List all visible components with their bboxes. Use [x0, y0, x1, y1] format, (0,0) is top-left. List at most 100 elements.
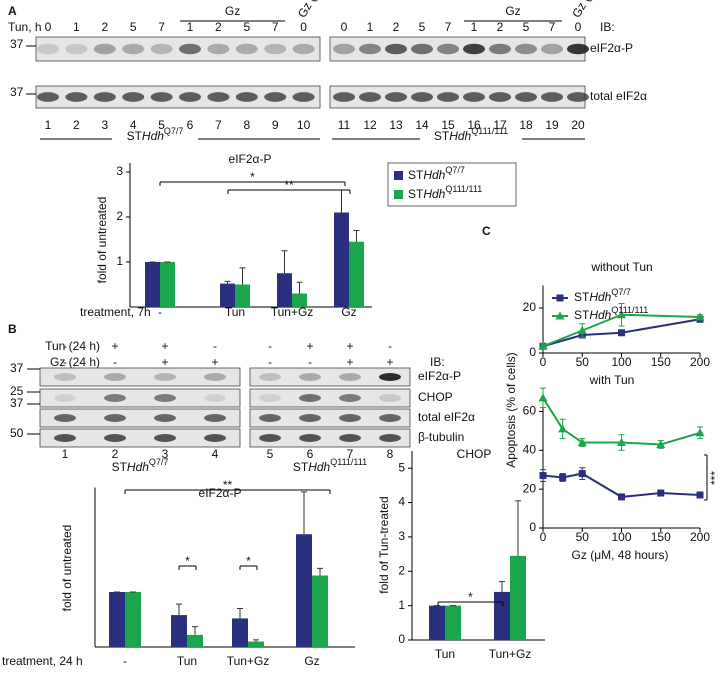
- panel-label: A: [8, 4, 17, 18]
- blot-band: [104, 373, 126, 381]
- chart-title: without Tun: [590, 260, 652, 274]
- bar: [232, 618, 248, 647]
- blot-strip: [39, 428, 241, 448]
- lane-number: 14: [415, 118, 429, 132]
- blot-band: [385, 43, 407, 55]
- group-label: Gz: [225, 4, 240, 18]
- blot-strip: [249, 388, 411, 408]
- significance: *: [246, 554, 251, 568]
- x-tick-label: 150: [651, 530, 671, 544]
- lane-sign: -: [388, 339, 392, 353]
- error-bar: [237, 608, 243, 619]
- blot-band: [37, 43, 59, 55]
- text-part: Hdh: [449, 129, 471, 143]
- x-tick-label: -: [158, 305, 162, 319]
- x-tick-label: 0: [540, 355, 547, 369]
- lane-header: 2: [101, 20, 108, 34]
- marker: [695, 312, 705, 321]
- blot-band: [104, 434, 126, 442]
- panel-label: C: [482, 224, 491, 238]
- y-tick-label: 40: [523, 442, 537, 456]
- y-tick-label: 3: [116, 164, 123, 178]
- text-part: ST: [293, 460, 309, 474]
- lane-sign: +: [161, 339, 168, 353]
- error-bar: [338, 189, 345, 213]
- blot-band: [235, 92, 258, 102]
- error-bar: [515, 500, 521, 556]
- error-bar: [353, 230, 360, 242]
- blot-band: [235, 43, 258, 55]
- blot-band: [179, 43, 201, 55]
- lane-sign: +: [346, 339, 353, 353]
- lane-number: 1: [62, 447, 69, 461]
- lane-header: 7: [272, 20, 279, 34]
- error-bar: [224, 280, 231, 284]
- y-tick-label: 20: [523, 481, 537, 495]
- y-tick-label: 1: [398, 598, 405, 612]
- blot-band: [463, 43, 485, 55]
- text-part: Hdh: [142, 129, 164, 143]
- bar: [248, 641, 264, 647]
- marker: [559, 473, 567, 481]
- x-axis-label: treatment, 24 h: [2, 654, 83, 668]
- x-tick-label: 50: [576, 355, 590, 369]
- significance: **: [284, 178, 294, 192]
- bar: [296, 534, 312, 647]
- lane-number: 15: [441, 118, 455, 132]
- lane-number: 2: [112, 447, 119, 461]
- blot-band: [93, 92, 116, 102]
- lane-sign: -: [268, 339, 272, 353]
- x-tick-label: 50: [576, 530, 590, 544]
- x-tick-label: 200: [690, 355, 710, 369]
- marker: [538, 341, 548, 350]
- bar: [494, 591, 510, 640]
- bar: [171, 615, 187, 647]
- blot-band: [379, 414, 401, 422]
- group-label: Gz (7h): [295, 0, 327, 20]
- error-bar: [176, 603, 182, 616]
- text-part: Hdh: [308, 460, 330, 474]
- text-part: Hdh: [589, 290, 611, 304]
- lane-sign: +: [111, 339, 118, 353]
- blot-band: [359, 43, 381, 55]
- blot-band: [299, 373, 321, 381]
- lane-header: 1: [471, 20, 478, 34]
- lane-header: 7: [549, 20, 556, 34]
- blot-band: [541, 43, 563, 55]
- bar: [510, 555, 526, 640]
- blot-band: [150, 43, 173, 55]
- marker: [556, 294, 564, 302]
- lane-number: 20: [571, 118, 585, 132]
- lane-number: 18: [519, 118, 533, 132]
- lane-number: 2: [73, 118, 80, 132]
- lane-header: 1: [187, 20, 194, 34]
- blot-band: [515, 43, 537, 55]
- lane-number: 9: [272, 118, 279, 132]
- lane-header: 1: [73, 20, 80, 34]
- bar: [277, 273, 292, 307]
- blot-band: [299, 434, 321, 442]
- blot-band: [567, 43, 589, 55]
- error-bar: [253, 639, 259, 642]
- x-axis-label: treatment, 7h: [80, 305, 151, 319]
- lane-number: 5: [158, 118, 165, 132]
- lane-number: 6: [307, 447, 314, 461]
- significance: *: [468, 590, 473, 604]
- text-part: Hdh: [589, 308, 611, 322]
- blot-band: [463, 92, 485, 102]
- lane-number: 19: [545, 118, 559, 132]
- row-label: total eIF2α: [418, 410, 475, 424]
- marker: [696, 491, 704, 499]
- text-part: ST: [408, 168, 424, 182]
- lane-sign: +: [346, 355, 353, 369]
- blot-band: [333, 92, 355, 102]
- lane-sign: -: [213, 339, 217, 353]
- blot-band: [379, 434, 401, 442]
- y-tick-label: 4: [398, 495, 405, 509]
- blot-band: [339, 434, 361, 442]
- blot-band: [204, 414, 226, 422]
- blot-band: [259, 414, 281, 422]
- x-tick-label: Gz: [341, 305, 356, 319]
- bar: [145, 262, 160, 307]
